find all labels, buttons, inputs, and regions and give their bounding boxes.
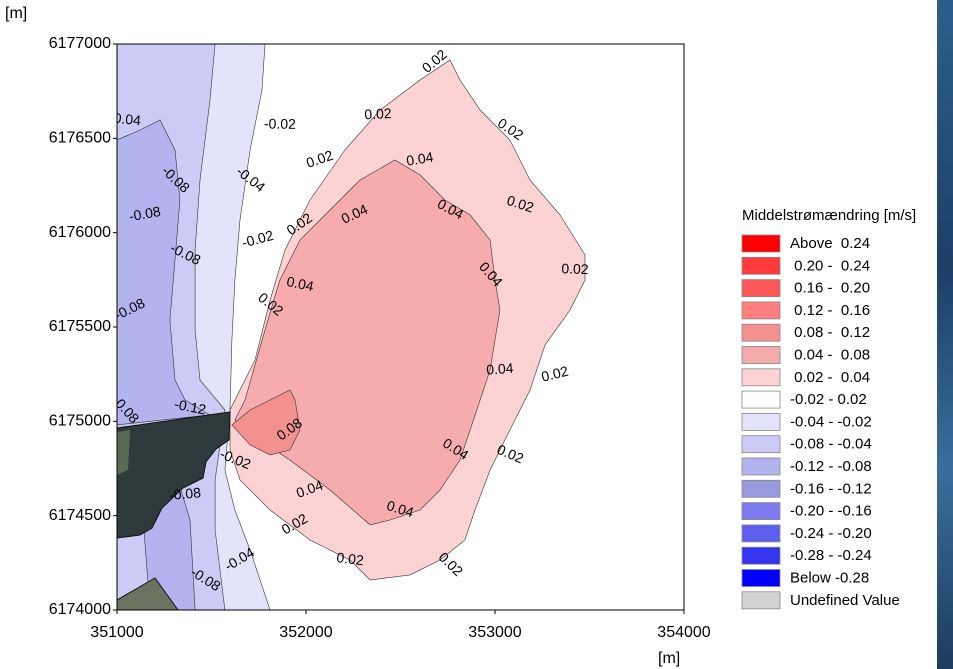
legend-label: Below -0.28 [790,569,869,586]
y-tick-label: 6176500 [49,130,111,147]
legend-label: -0.12 - -0.08 [790,458,872,475]
legend-swatch [742,347,780,364]
legend-label: 0.02 - 0.04 [790,369,870,386]
legend-label: 0.08 - 0.12 [790,324,870,341]
page: {"chart_data": { "type": "contour", "x_l… [0,0,953,669]
legend-swatch [742,413,780,430]
x-tick-label: 352000 [279,624,332,641]
y-tick-label: 6177000 [49,35,111,52]
legend-swatch [742,436,780,453]
y-tick-label: 6174500 [49,507,111,524]
contour-label: -0.04 [108,109,142,128]
legend-label: Undefined Value [790,592,900,609]
legend-label: -0.24 - -0.20 [790,525,872,542]
y-tick-label: 6176000 [49,224,111,241]
legend-label: -0.20 - -0.16 [790,503,872,520]
legend-label: -0.16 - -0.12 [790,480,872,497]
y-tick-label: 6175000 [49,413,111,430]
legend-swatch [742,280,780,297]
window-edge [937,0,953,669]
legend-swatch [742,458,780,475]
legend-swatch [742,480,780,497]
contour-label: 0.02 [336,549,365,568]
legend-label: 0.16 - 0.20 [790,280,870,297]
legend-label: -0.28 - -0.24 [790,547,872,564]
y-tick-label: 6174000 [49,601,111,618]
legend-swatch [742,235,780,252]
contour-label: -0.08 [168,484,201,503]
legend-swatch [742,547,780,564]
legend-title: Middelstrømændring [m/s] [742,207,916,224]
aerial-patch [117,430,130,475]
legend-label: 0.12 - 0.16 [790,302,870,319]
contour-label: -0.02 [264,115,296,132]
legend-label: -0.04 - -0.02 [790,413,872,430]
legend-swatch [742,503,780,520]
legend-swatch [742,324,780,341]
legend-label: -0.02 - 0.02 [790,391,867,408]
legend-label: 0.20 - 0.24 [790,257,870,274]
legend-label: Above 0.24 [790,235,870,252]
x-tick-label: 354000 [657,624,710,641]
contour-label: 0.04 [486,360,515,378]
chart: 0.020.020.020.020.020.020.020.020.020.02… [0,0,937,669]
x-tick-label: 353000 [468,624,521,641]
y-tick-label: 6175500 [49,318,111,335]
legend-label: -0.08 - -0.04 [790,436,872,453]
contour-label: 0.02 [561,260,589,277]
x-tick-label: 351000 [90,624,143,641]
contour-label: 0.02 [364,105,392,122]
y-axis-label: [m] [5,5,27,22]
legend-swatch [742,570,780,587]
legend-label: 0.04 - 0.08 [790,346,870,363]
legend-swatch [742,369,780,386]
legend-swatch [742,391,780,408]
legend-swatch [742,302,780,319]
legend: Above 0.24 0.20 - 0.24 0.16 - 0.20 0.12 … [742,235,900,609]
x-axis-label: [m] [658,650,680,667]
legend-swatch [742,525,780,542]
legend-swatch [742,592,780,609]
legend-swatch [742,257,780,274]
